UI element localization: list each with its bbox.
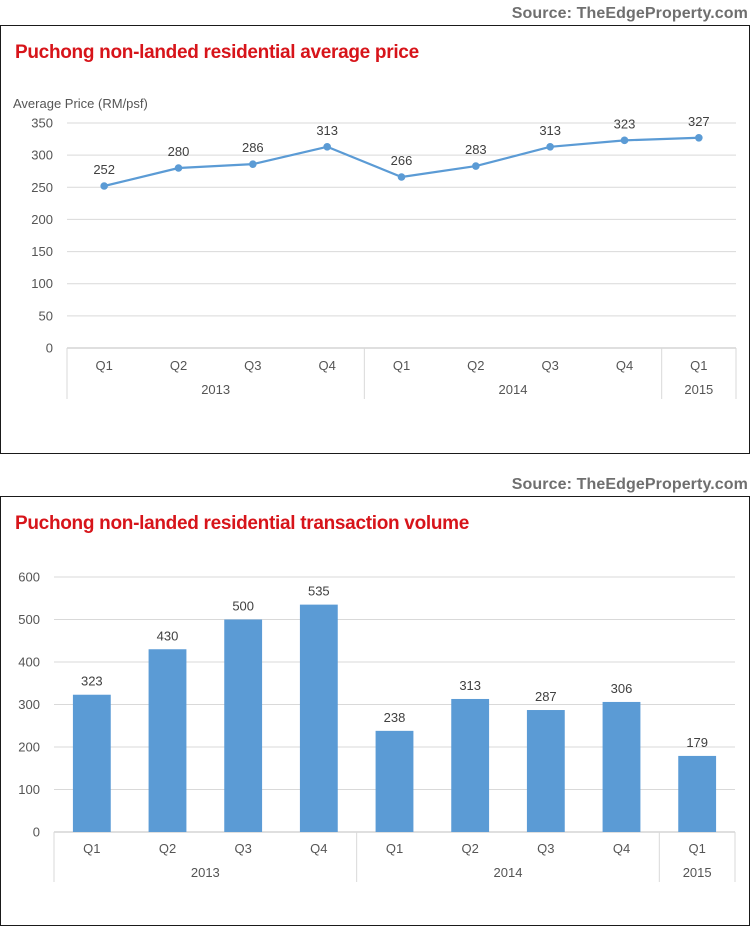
x-tick-label: Q1 (83, 841, 100, 856)
y-tick-label: 150 (31, 244, 53, 259)
chart-title: Puchong non-landed residential transacti… (15, 513, 470, 534)
data-label: 286 (242, 140, 264, 155)
bar (526, 710, 565, 832)
y-tick-label: 100 (31, 276, 53, 291)
y-tick-label: 500 (18, 612, 40, 627)
y-tick-label: 250 (31, 180, 53, 195)
y-tick-label: 0 (33, 825, 40, 840)
data-point (620, 136, 629, 145)
data-point (472, 162, 480, 170)
chart-title: Puchong non-landed residential average p… (15, 42, 419, 63)
data-label: 179 (686, 735, 708, 750)
x-group-label: 2013 (191, 865, 220, 880)
y-tick-label: 0 (46, 341, 53, 356)
y-axis-label: Average Price (RM/psf) (13, 96, 148, 111)
y-tick-label: 600 (18, 570, 40, 585)
x-tick-label: Q4 (616, 358, 633, 373)
y-tick-label: 50 (39, 308, 53, 323)
source-label: Source: TheEdgeProperty.com (511, 476, 748, 493)
data-point (174, 164, 183, 172)
data-label: 287 (535, 689, 557, 704)
source-label: Source: TheEdgeProperty.com (511, 5, 748, 22)
price-line-chart: 0 50 100 150 200 250 300 350 Average Price (RM/p… (13, 96, 737, 399)
data-point (695, 133, 703, 142)
x-tick-label: Q1 (95, 358, 112, 373)
data-label: 430 (157, 628, 179, 643)
x-group-label: 2014 (494, 865, 523, 880)
data-label: 327 (688, 114, 710, 129)
x-tick-label: Q1 (688, 841, 705, 856)
x-group-label: 2015 (684, 382, 713, 397)
x-tick-label: Q3 (244, 358, 261, 373)
volume-bar-chart: 0 100 200 300 400 500 600 2013 2014 2015 Q1 Q2 Q3 Q4 Q… (18, 570, 736, 882)
bar (451, 698, 490, 832)
data-label: 238 (384, 710, 406, 725)
x-tick-label: Q2 (461, 841, 478, 856)
data-label: 313 (539, 123, 561, 138)
x-group-label: 2014 (499, 382, 528, 397)
x-tick-label: Q2 (159, 841, 176, 856)
y-tick-label: 400 (18, 655, 40, 670)
data-label: 323 (614, 116, 636, 131)
y-tick-label: 200 (18, 740, 40, 755)
bar (602, 701, 641, 832)
data-point (546, 142, 554, 151)
data-point (397, 173, 406, 181)
y-tick-label: 300 (18, 697, 40, 712)
x-tick-label: Q4 (310, 841, 327, 856)
x-tick-label: Q3 (234, 841, 251, 856)
data-label: 280 (168, 144, 190, 159)
bar (299, 604, 338, 832)
x-group-label: 2013 (201, 382, 230, 397)
data-label: 500 (232, 599, 254, 614)
y-tick-label: 200 (31, 212, 53, 227)
x-tick-label: Q4 (318, 358, 335, 373)
data-point (100, 182, 108, 190)
data-label: 266 (391, 153, 413, 168)
data-point (323, 142, 331, 151)
data-label: 313 (459, 678, 481, 693)
data-label: 313 (316, 123, 338, 138)
x-tick-label: Q2 (170, 358, 187, 373)
x-tick-label: Q2 (467, 358, 484, 373)
x-tick-label: Q1 (386, 841, 403, 856)
bar (148, 649, 187, 832)
data-point (249, 160, 257, 168)
y-tick-label: 350 (31, 116, 53, 131)
x-tick-label: Q3 (537, 841, 554, 856)
x-tick-label: Q4 (613, 841, 630, 856)
y-tick-label: 100 (18, 782, 40, 797)
bar (224, 619, 263, 832)
y-tick-label: 300 (31, 148, 53, 163)
data-label: 306 (611, 681, 633, 696)
data-label: 252 (93, 162, 115, 177)
price-chart-panel: Puchong non-landed residential average p… (0, 25, 750, 454)
bar (72, 694, 111, 832)
bar (678, 755, 717, 832)
volume-chart-panel: Puchong non-landed residential transacti… (0, 496, 750, 926)
data-label: 283 (465, 142, 487, 157)
x-group-label: 2015 (683, 865, 712, 880)
x-tick-label: Q3 (541, 358, 558, 373)
data-label: 323 (81, 674, 103, 689)
bar (375, 730, 414, 832)
data-label: 535 (308, 584, 330, 599)
x-tick-label: Q1 (690, 358, 707, 373)
x-tick-label: Q1 (393, 358, 410, 373)
